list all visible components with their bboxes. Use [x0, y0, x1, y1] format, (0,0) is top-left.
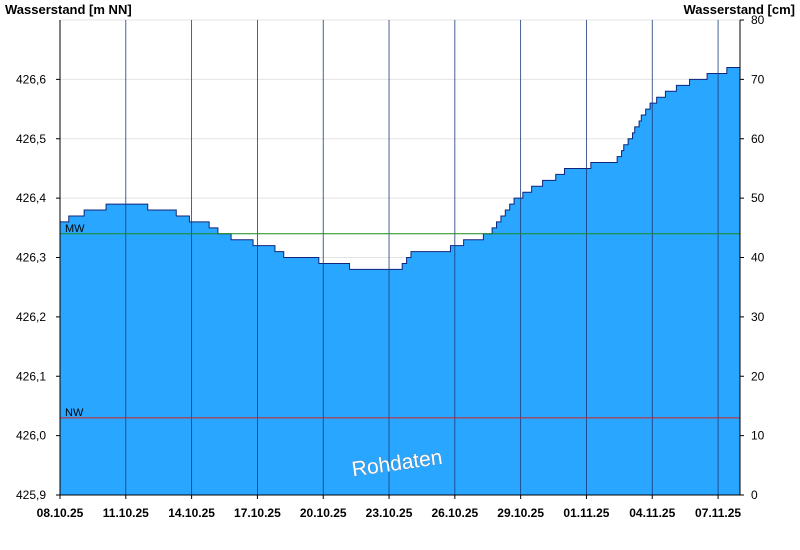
- x-tick-label-10: 07.11.25: [695, 506, 741, 520]
- y-axis-title-left: Wasserstand [m NN]: [5, 2, 132, 17]
- x-tick-label-0: 08.10.25: [37, 506, 84, 520]
- y-left-tick-label-0: 425,9: [16, 488, 46, 502]
- x-tick-label-9: 04.11.25: [629, 506, 675, 520]
- y-axis-title-right: Wasserstand [cm]: [684, 2, 796, 17]
- x-tick-label-6: 26.10.25: [431, 506, 478, 520]
- x-tick-label-1: 11.10.25: [103, 506, 149, 520]
- y-right-tick-label-7: 70: [751, 72, 765, 86]
- x-tick-label-3: 17.10.25: [234, 506, 281, 520]
- vertical-gridlines: [59, 20, 719, 495]
- x-tick-label-8: 01.11.25: [563, 506, 609, 520]
- nw-label: NW: [65, 407, 84, 419]
- mw-label: MW: [65, 223, 85, 235]
- y-right-tick-label-5: 50: [751, 191, 765, 205]
- y-right-tick-label-0: 0: [751, 488, 758, 502]
- y-left-tick-label-5: 426,4: [16, 191, 46, 205]
- x-tick-label-2: 14.10.25: [168, 506, 215, 520]
- y-left-tick-label-4: 426,3: [16, 251, 46, 265]
- x-tick-label-5: 23.10.25: [366, 506, 413, 520]
- x-tick-label-7: 29.10.25: [497, 506, 544, 520]
- y-left-tick-label-3: 426,2: [16, 310, 46, 324]
- y-left-tick-label-6: 426,5: [16, 132, 46, 146]
- y-right-tick-label-8: 80: [751, 13, 765, 27]
- water-level-area: [60, 67, 740, 495]
- y-left-tick-label-2: 426,1: [16, 369, 46, 383]
- y-right-tick-label-4: 40: [751, 251, 765, 265]
- y-right-tick-label-1: 10: [751, 429, 765, 443]
- reference-lines: MW NW: [60, 223, 740, 419]
- y-left-tick-label-7: 426,6: [16, 72, 46, 86]
- tick-labels: 425,9 426,0 426,1 426,2 426,3 426,4 426,5 426,6…: [16, 13, 765, 520]
- x-tick-label-4: 20.10.25: [300, 506, 347, 520]
- y-left-tick-label-1: 426,0: [16, 429, 46, 443]
- y-right-tick-label-6: 60: [751, 132, 765, 146]
- y-right-tick-label-3: 30: [751, 310, 765, 324]
- y-right-tick-label-2: 20: [751, 369, 765, 383]
